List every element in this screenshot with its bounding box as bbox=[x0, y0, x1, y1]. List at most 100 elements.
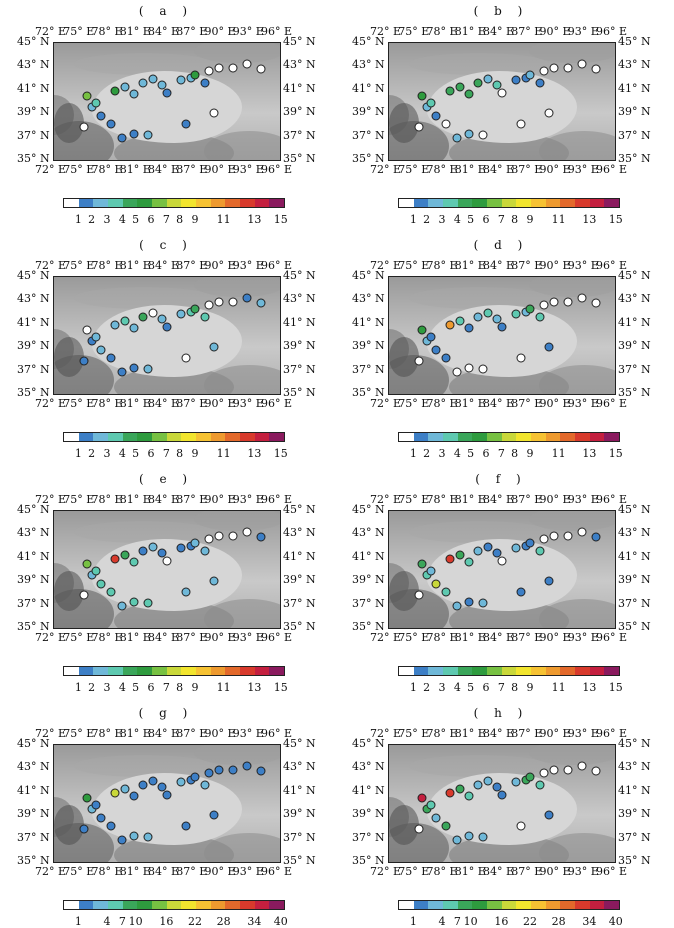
colorbar-tick-label: 15 bbox=[273, 447, 288, 460]
lon-tick-label: 78° E bbox=[426, 631, 458, 644]
lat-tick-label: 43° N bbox=[283, 58, 316, 72]
lon-tick-label: 72° E bbox=[35, 25, 67, 38]
lon-tick-label: 78° E bbox=[426, 397, 458, 410]
station-marker bbox=[431, 813, 441, 823]
lon-tick-label: 84° E bbox=[148, 25, 180, 38]
colorbar-swatch bbox=[443, 433, 458, 441]
colorbar-tick-label: 13 bbox=[582, 447, 597, 460]
station-marker bbox=[91, 566, 101, 576]
station-marker bbox=[157, 80, 167, 90]
station-marker bbox=[441, 353, 450, 363]
lon-tick-label: 78° E bbox=[91, 493, 123, 506]
colorbar-tick-label: 1 bbox=[409, 915, 417, 928]
colorbar-swatch bbox=[64, 667, 79, 675]
lat-tick-label: 35° N bbox=[283, 152, 316, 165]
lon-tick-label: 87° E bbox=[176, 865, 208, 878]
station-marker bbox=[563, 531, 573, 541]
lat-tick-label: 37° N bbox=[352, 128, 385, 142]
colorbar-tick-label: 4 bbox=[118, 213, 126, 226]
lat-tick-label: 39° N bbox=[618, 573, 651, 587]
station-marker bbox=[464, 323, 474, 333]
colorbar-tick-label: 2 bbox=[423, 681, 431, 694]
terrain-shade bbox=[74, 755, 214, 777]
panel-label: ( f ) bbox=[475, 472, 527, 486]
lon-tick-label: 96° E bbox=[261, 727, 293, 740]
lon-tick-label: 93° E bbox=[567, 493, 599, 506]
station-marker bbox=[110, 554, 120, 564]
lat-tick-label: 43° N bbox=[352, 58, 385, 72]
lat-tick-label: 41° N bbox=[17, 783, 50, 797]
lon-tick-label: 93° E bbox=[567, 727, 599, 740]
lat-tick-label: 39° N bbox=[618, 807, 651, 821]
colorbar-swatch bbox=[181, 667, 197, 675]
colorbar-tick-label: 6 bbox=[482, 213, 490, 226]
lon-tick-label: 84° E bbox=[483, 727, 515, 740]
station-marker bbox=[426, 566, 436, 576]
colorbar-swatch bbox=[137, 667, 153, 675]
lat-tick-label: 37° N bbox=[618, 596, 651, 610]
lon-tick-label: 96° E bbox=[596, 259, 628, 272]
terrain-shade bbox=[409, 287, 549, 309]
lat-tick-label: 41° N bbox=[618, 783, 651, 797]
station-marker bbox=[539, 534, 549, 544]
colorbar-tick-label: 16 bbox=[159, 915, 174, 928]
colorbar-tick-label: 15 bbox=[608, 681, 623, 694]
station-marker bbox=[516, 821, 526, 831]
lon-tick-label: 96° E bbox=[596, 631, 628, 644]
colorbar-swatch bbox=[137, 901, 153, 909]
colorbar-swatch bbox=[604, 199, 620, 207]
station-marker bbox=[228, 297, 238, 307]
station-marker bbox=[157, 782, 167, 792]
station-marker bbox=[87, 804, 97, 814]
lon-tick-label: 75° E bbox=[398, 493, 430, 506]
lat-tick-label: 35° N bbox=[17, 386, 50, 399]
colorbar-swatch bbox=[122, 667, 138, 675]
map-frame bbox=[53, 42, 281, 161]
lat-tick-label: 41° N bbox=[352, 549, 385, 563]
colorbar-swatch bbox=[560, 199, 576, 207]
station-marker bbox=[539, 768, 549, 778]
station-marker bbox=[129, 557, 139, 567]
lat-tick-label: 39° N bbox=[352, 573, 385, 587]
lon-tick-label: 84° E bbox=[148, 727, 180, 740]
station-marker bbox=[422, 336, 432, 346]
lat-tick-label: 37° N bbox=[618, 830, 651, 844]
lat-tick-label: 37° N bbox=[283, 362, 316, 376]
colorbar-tick-label: 34 bbox=[247, 915, 262, 928]
station-marker bbox=[591, 298, 601, 308]
station-marker bbox=[497, 556, 507, 566]
colorbar-tick-label: 9 bbox=[191, 213, 199, 226]
lon-tick-label: 84° E bbox=[483, 631, 515, 644]
lat-tick-label: 35° N bbox=[618, 854, 651, 867]
lon-tick-label: 93° E bbox=[232, 163, 264, 176]
lon-tick-label: 72° E bbox=[370, 397, 402, 410]
colorbar-tick-label: 9 bbox=[191, 681, 199, 694]
lat-tick-label: 41° N bbox=[17, 315, 50, 329]
colorbar-tick-label: 5 bbox=[132, 681, 140, 694]
lat-tick-label: 39° N bbox=[352, 105, 385, 119]
station-marker bbox=[483, 776, 493, 786]
station-marker bbox=[87, 570, 97, 580]
colorbar-swatch bbox=[472, 199, 488, 207]
station-marker bbox=[190, 772, 200, 782]
colorbar-swatch bbox=[225, 433, 241, 441]
colorbar-swatch bbox=[501, 199, 517, 207]
map-frame bbox=[53, 510, 281, 629]
station-marker bbox=[492, 548, 502, 558]
lon-tick-label: 93° E bbox=[232, 631, 264, 644]
lat-tick-label: 43° N bbox=[283, 760, 316, 774]
colorbar-tick-label: 22 bbox=[523, 915, 537, 928]
station-marker bbox=[143, 364, 153, 374]
station-marker bbox=[181, 587, 191, 597]
station-marker bbox=[214, 63, 224, 73]
colorbar-tick-label: 2 bbox=[88, 447, 96, 460]
colorbar-swatch bbox=[604, 433, 620, 441]
station-marker bbox=[190, 70, 200, 80]
station-marker bbox=[214, 297, 224, 307]
station-marker bbox=[242, 761, 252, 771]
colorbar-tick-label: 11 bbox=[551, 213, 566, 226]
station-marker bbox=[478, 832, 488, 842]
colorbar-swatch bbox=[457, 901, 473, 909]
station-marker bbox=[120, 316, 130, 326]
colorbar-swatch bbox=[240, 667, 255, 675]
